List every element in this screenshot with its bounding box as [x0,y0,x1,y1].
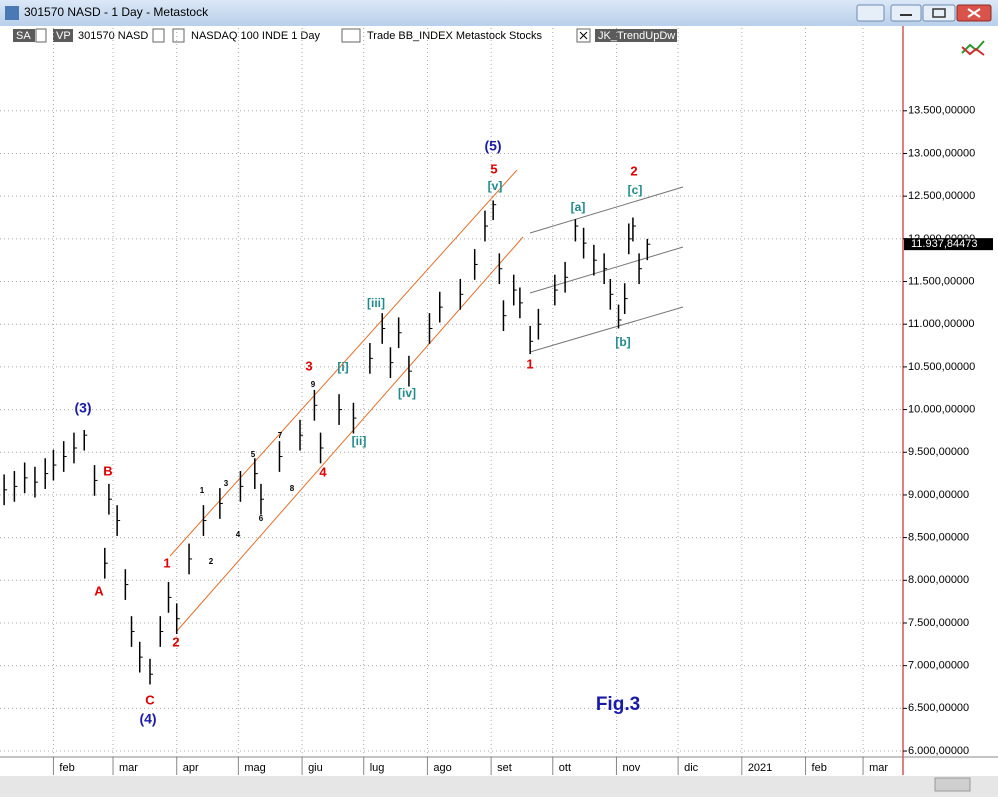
window-icon [5,6,19,20]
y-tick-label: 8.000,00000 [908,574,969,586]
window-title: 301570 NASD - 1 Day - Metastock [24,5,209,19]
wave-label: 2 [630,163,637,178]
wave-label: A [94,583,104,598]
wave-label: [c] [628,183,643,197]
y-tick-label: 6.000,00000 [908,745,969,757]
y-tick-label: 9.000,00000 [908,489,969,501]
wave-label: [b] [615,335,630,349]
y-tick-label: 6.500,00000 [908,702,969,714]
scrollbar[interactable] [0,776,998,797]
trend-icon [961,40,985,54]
y-tick-label: 13.500,00000 [908,105,975,117]
x-tick-label: mag [244,762,265,774]
y-axis-area [903,26,998,757]
x-tick-label: feb [59,762,74,774]
scroll-thumb[interactable] [934,777,971,792]
wave-label: 4 [236,530,241,539]
price-bars [3,200,651,685]
channel-line [529,306,684,353]
dropdown[interactable] [152,28,165,43]
expert-label: JK_TrendUpDw [598,30,675,42]
wave-label: 3 [305,358,312,373]
wave-label: C [145,692,155,707]
x-tick-label: lug [370,762,385,774]
wave-label: 4 [319,464,327,479]
template: Trade BB_INDEX Metastock Stocks [367,30,543,42]
x-tick-label: dic [684,762,699,774]
x-tick-label: 2021 [748,762,772,774]
restore-button[interactable] [922,4,956,22]
y-tick-label: 8.500,00000 [908,532,969,544]
x-tick-label: ott [559,762,571,774]
minimize-button[interactable] [890,4,922,22]
expert-badge[interactable] [595,29,677,42]
y-tick-label: 13.000,00000 [908,147,975,159]
x-tick-label: apr [183,762,199,774]
y-tick-label: 12.500,00000 [908,190,975,202]
wave-label: (5) [484,138,501,154]
wave-label: 1 [163,555,170,570]
wave-label: (3) [74,400,91,416]
last-price-label: 11.937,84473 [911,238,977,250]
wave-label: 6 [259,514,264,523]
last-price-marker [904,238,993,251]
wave-label: 5 [490,161,497,176]
wave-label: 5 [251,450,256,459]
y-tick-label: 10.000,00000 [908,403,975,415]
wave-label: 8 [290,484,295,493]
wave-label: [a] [571,200,586,214]
sa-badge[interactable] [13,29,35,42]
wave-label: 1 [200,486,205,495]
grid [0,28,903,757]
wave-label: 7 [278,431,283,440]
channel-line [169,169,518,557]
symbol: 301570 NASD [78,30,148,42]
dropdown[interactable] [341,28,361,43]
y-tick-label: 11.000,00000 [908,318,974,330]
y-tick-label: 11.500,00000 [908,275,974,287]
wave-label: 9 [311,380,316,389]
wave-label: 2 [209,557,214,566]
security: NASDAQ 100 INDE 1 Day [191,30,320,42]
trend-icon [961,46,985,56]
figure-label: Fig.3 [596,694,640,715]
channel-line [175,236,524,633]
wave-label: [v] [488,179,503,193]
x-tick-label: mar [119,762,138,774]
x-tick-label: set [497,762,512,774]
sa-label: SA [16,30,31,42]
channel-line [529,186,684,234]
wave-label: 3 [224,479,229,488]
x-tick-label: mar [869,762,888,774]
x-tick-label: nov [622,762,640,774]
trend-channels [169,169,684,633]
vp-badge[interactable] [53,29,73,42]
wave-labels: (3) B A C (4) 1 2 1 2 3 4 5 6 7 8 9 3 4 … [74,138,642,727]
menu-button[interactable] [856,4,885,22]
y-tick-label: 7.500,00000 [908,617,969,629]
wave-label: [iv] [398,386,416,400]
wave-label: 2 [172,634,179,649]
title-bar [0,0,998,26]
plot-area [0,26,903,757]
wave-label: [i] [337,360,348,374]
y-tick-label: 9.500,00000 [908,446,969,458]
dropdown[interactable] [35,28,47,43]
y-tick-label: 10.500,00000 [908,361,975,373]
dropdown[interactable] [172,28,185,43]
wave-label: [iii] [367,296,385,310]
wave-label: B [103,463,112,478]
wave-label: [ii] [352,434,367,448]
wave-label: (4) [139,711,156,727]
x-tick-label: ago [433,762,451,774]
x-tick-label: feb [812,762,827,774]
vp-label: VP [56,30,71,42]
y-tick-label: 7.000,00000 [908,660,969,672]
wave-label: 1 [526,356,533,371]
x-tick-label: giu [308,762,323,774]
